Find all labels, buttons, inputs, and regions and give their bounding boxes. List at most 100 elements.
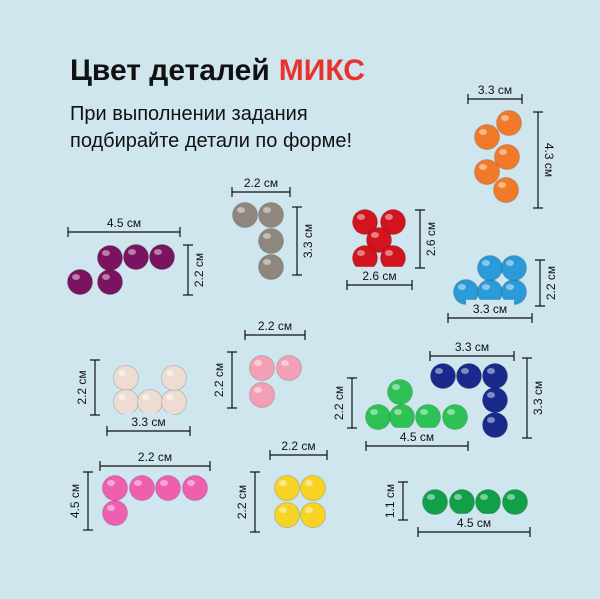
bead xyxy=(352,209,378,235)
dimension-label-bg xyxy=(355,266,404,283)
bead xyxy=(456,363,482,389)
bead xyxy=(113,389,139,415)
title-highlight: МИКС xyxy=(279,54,365,87)
bead xyxy=(249,355,275,381)
bead xyxy=(300,502,326,528)
bead-highlight xyxy=(479,129,487,135)
bead xyxy=(274,502,300,528)
bead-highlight xyxy=(487,392,495,398)
bead-highlight xyxy=(160,480,168,486)
bead-highlight xyxy=(370,409,378,415)
dimension-label-bg xyxy=(251,316,299,333)
dimension-label: 2.6 см xyxy=(424,222,438,256)
bead xyxy=(249,382,275,408)
dimension-label-bg xyxy=(237,173,285,190)
dimension-label-bg xyxy=(100,213,148,230)
bead xyxy=(365,404,391,430)
bead xyxy=(482,387,508,413)
dimension-label-bg xyxy=(131,447,179,464)
subtitle-line: При выполнении задания xyxy=(70,103,308,125)
dimension-label: 3.3 см xyxy=(455,340,489,354)
bead-highlight xyxy=(279,507,287,513)
bead-highlight xyxy=(102,250,110,256)
bead xyxy=(123,244,149,270)
bead-highlight xyxy=(279,480,287,486)
bead-highlight xyxy=(506,284,514,290)
bead-highlight xyxy=(392,384,400,390)
dimension-label: 2.2 см xyxy=(281,439,315,453)
bead-highlight xyxy=(187,480,195,486)
bead-highlight xyxy=(507,494,515,500)
bead-highlight xyxy=(461,368,469,374)
dimension-label: 4.5 см xyxy=(107,216,141,230)
bead xyxy=(387,379,413,405)
bead xyxy=(352,245,378,271)
bead-highlight xyxy=(454,494,462,500)
dimension-label: 3.3 см xyxy=(473,302,507,316)
bead xyxy=(102,475,128,501)
bead xyxy=(502,489,528,515)
bead xyxy=(494,144,520,170)
dimension-label: 3.3 см xyxy=(301,224,315,258)
bead-highlight xyxy=(281,360,289,366)
pieces: 3.3 см 4.3 см 2.2 см 3.3 см 4.5 см 2.2 см 2.6 … xyxy=(67,80,558,537)
bead xyxy=(442,404,468,430)
bead xyxy=(97,245,123,271)
bead xyxy=(102,500,128,526)
bead-highlight xyxy=(385,250,393,256)
dimension-label: 2.2 см xyxy=(244,176,278,190)
dimension-label: 2.2 см xyxy=(544,266,558,300)
bead-highlight xyxy=(385,214,393,220)
bead xyxy=(482,363,508,389)
bead-highlight xyxy=(482,260,490,266)
bead xyxy=(276,355,302,381)
bead xyxy=(300,475,326,501)
dimension-label: 4.5 см xyxy=(457,516,491,530)
bead xyxy=(415,404,441,430)
dimension-label-bg xyxy=(393,427,441,444)
dimension-label-bg xyxy=(448,337,496,354)
bead-highlight xyxy=(447,409,455,415)
bead xyxy=(422,489,448,515)
bead-highlight xyxy=(166,370,174,376)
bead xyxy=(161,365,187,391)
bead xyxy=(155,475,181,501)
dimension-label: 4.3 см xyxy=(542,143,556,177)
bead-highlight xyxy=(458,284,466,290)
bead-highlight xyxy=(498,182,506,188)
dimension-label: 2.2 см xyxy=(192,253,206,287)
bead-highlight xyxy=(102,274,110,280)
dimension-label: 3.3 см xyxy=(131,415,165,429)
bead-highlight xyxy=(501,115,509,121)
bead-highlight xyxy=(499,149,507,155)
bead-highlight xyxy=(305,507,313,513)
dimension-label: 1.1 см xyxy=(383,484,397,518)
dimension-label: 4.5 см xyxy=(400,430,434,444)
bead xyxy=(129,475,155,501)
bead-highlight xyxy=(435,368,443,374)
bead-highlight xyxy=(506,260,514,266)
bead-highlight xyxy=(118,394,126,400)
bead xyxy=(232,202,258,228)
bead xyxy=(493,177,519,203)
bead-highlight xyxy=(254,360,262,366)
bead-highlight xyxy=(371,232,379,238)
dimension-label: 2.2 см xyxy=(235,485,249,519)
bead xyxy=(182,475,208,501)
bead-highlight xyxy=(118,370,126,376)
dimension-label: 2.2 см xyxy=(75,370,89,404)
bead xyxy=(474,159,500,185)
dimension-label: 3.3 см xyxy=(531,381,545,415)
bead-highlight xyxy=(154,249,162,255)
bead-highlight xyxy=(128,249,136,255)
bead-highlight xyxy=(427,494,435,500)
bead xyxy=(258,202,284,228)
bead xyxy=(474,124,500,150)
bead xyxy=(366,227,392,253)
dimension-label: 2.2 см xyxy=(258,319,292,333)
bead-highlight xyxy=(263,207,271,213)
bead-highlight xyxy=(142,394,150,400)
bead xyxy=(113,365,139,391)
dimension-label-bg xyxy=(471,80,519,97)
